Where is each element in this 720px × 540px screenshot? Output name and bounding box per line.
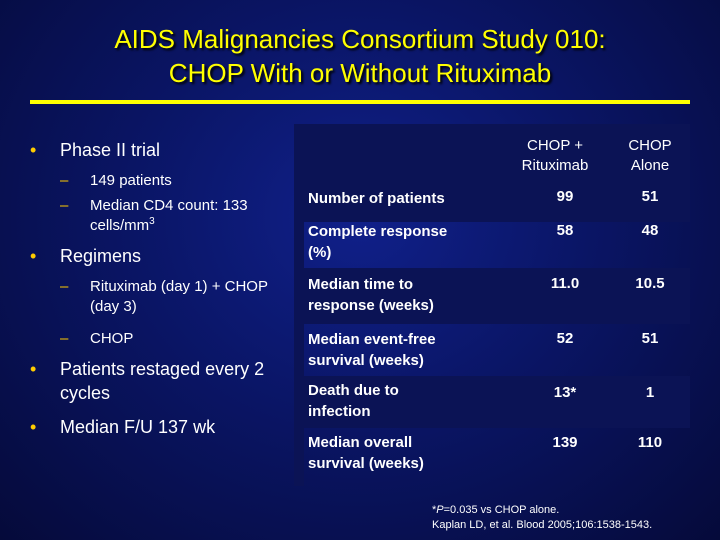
footnote: *P=0.035 vs CHOP alone. Kaplan LD, et al… [432, 503, 652, 533]
superscript: 3 [149, 216, 155, 227]
title-line-2: CHOP With or Without Rituximab [168, 58, 552, 88]
bullet-icon: • [30, 246, 37, 266]
row-label: Complete response (%) [308, 223, 448, 261]
subbullet-text: Median CD4 count: 133 cells/mm [90, 197, 248, 234]
subbullet-chop: – CHOP [30, 329, 300, 349]
dash-icon: – [60, 278, 69, 295]
bullet-icon: • [30, 359, 37, 379]
value-chop-rituximab: 58 [556, 222, 574, 239]
value-chop-rituximab: 99 [556, 188, 574, 205]
subbullet-rituximab: – Rituximab (day 1) + CHOP (day 3) [30, 277, 300, 317]
table-row: Number of patients 99 51 [304, 182, 690, 222]
bullet-list: • Phase II trial – 149 patients – Median… [30, 130, 300, 439]
value-chop-alone: 110 [637, 434, 663, 451]
value-chop-alone: 1 [645, 384, 655, 401]
bullet-text: Regimens [60, 246, 142, 266]
table-row: Median overall survival (weeks) 139 110 [304, 428, 690, 486]
dash-icon: – [60, 172, 69, 189]
table-row: Death due to infection 13* 1 [304, 376, 690, 428]
value-chop-alone: 51 [641, 188, 659, 205]
footnote-line-1: *P=0.035 vs CHOP alone. [432, 503, 652, 518]
bullet-icon: • [30, 417, 37, 437]
bullet-text: Patients restaged every 2 cycles [60, 359, 265, 403]
row-label: Median event-free survival (weeks) [308, 331, 436, 369]
bullet-text: Median F/U 137 wk [60, 417, 216, 437]
subbullet-text: CHOP [90, 330, 134, 347]
subbullet-patients: – 149 patients [30, 171, 300, 191]
footnote-star: * [432, 504, 437, 516]
table-left-band [294, 182, 304, 486]
dash-icon: – [60, 197, 69, 214]
value-chop-alone: 48 [641, 222, 659, 239]
results-table: CHOP + Rituximab CHOP Alone Number of pa… [294, 124, 690, 486]
bullet-restaged: • Patients restaged every 2 cycles [30, 357, 300, 405]
row-label: Median time to response (weeks) [308, 276, 434, 314]
subbullet-text: Rituximab (day 1) + CHOP (day 3) [90, 278, 268, 315]
row-label: Death due to infection [308, 382, 399, 420]
row-label: Number of patients [308, 190, 445, 207]
subbullet-text: 149 patients [90, 172, 172, 189]
title-underline [30, 100, 690, 104]
subbullet-cd4: – Median CD4 count: 133 cells/mm3 [30, 196, 300, 236]
value-chop-rituximab: 52 [556, 330, 574, 347]
table-row: Complete response (%) 58 48 [304, 222, 690, 268]
row-label: Median overall survival (weeks) [308, 434, 424, 472]
footnote-p: P [436, 504, 444, 516]
bullet-text: Phase II trial [60, 140, 161, 160]
header-chop-rituximab: CHOP + Rituximab [521, 137, 589, 174]
value-chop-rituximab: 13* [553, 384, 577, 401]
value-chop-alone: 51 [641, 330, 659, 347]
dash-icon: – [60, 330, 69, 347]
bullet-regimens: • Regimens [30, 244, 300, 268]
header-chop-alone: CHOP Alone [628, 137, 672, 174]
table-row: Median time to response (weeks) 11.0 10.… [304, 268, 690, 324]
table-header-band [294, 124, 690, 182]
bullet-icon: • [30, 140, 37, 160]
footnote-citation: Kaplan LD, et al. Blood 2005;106:1538-15… [432, 519, 653, 531]
value-chop-rituximab: 11.0 [550, 275, 580, 292]
bullet-phase-ii: • Phase II trial [30, 138, 300, 162]
slide-title: AIDS Malignancies Consortium Study 010: … [0, 22, 720, 90]
value-chop-alone: 10.5 [635, 275, 665, 292]
value-chop-rituximab: 139 [552, 434, 578, 451]
title-line-1: AIDS Malignancies Consortium Study 010: [114, 24, 606, 54]
footnote-text: =0.035 vs CHOP alone. [443, 504, 560, 516]
bullet-follow-up: • Median F/U 137 wk [30, 415, 300, 439]
table-row: Median event-free survival (weeks) 52 51 [304, 324, 690, 376]
